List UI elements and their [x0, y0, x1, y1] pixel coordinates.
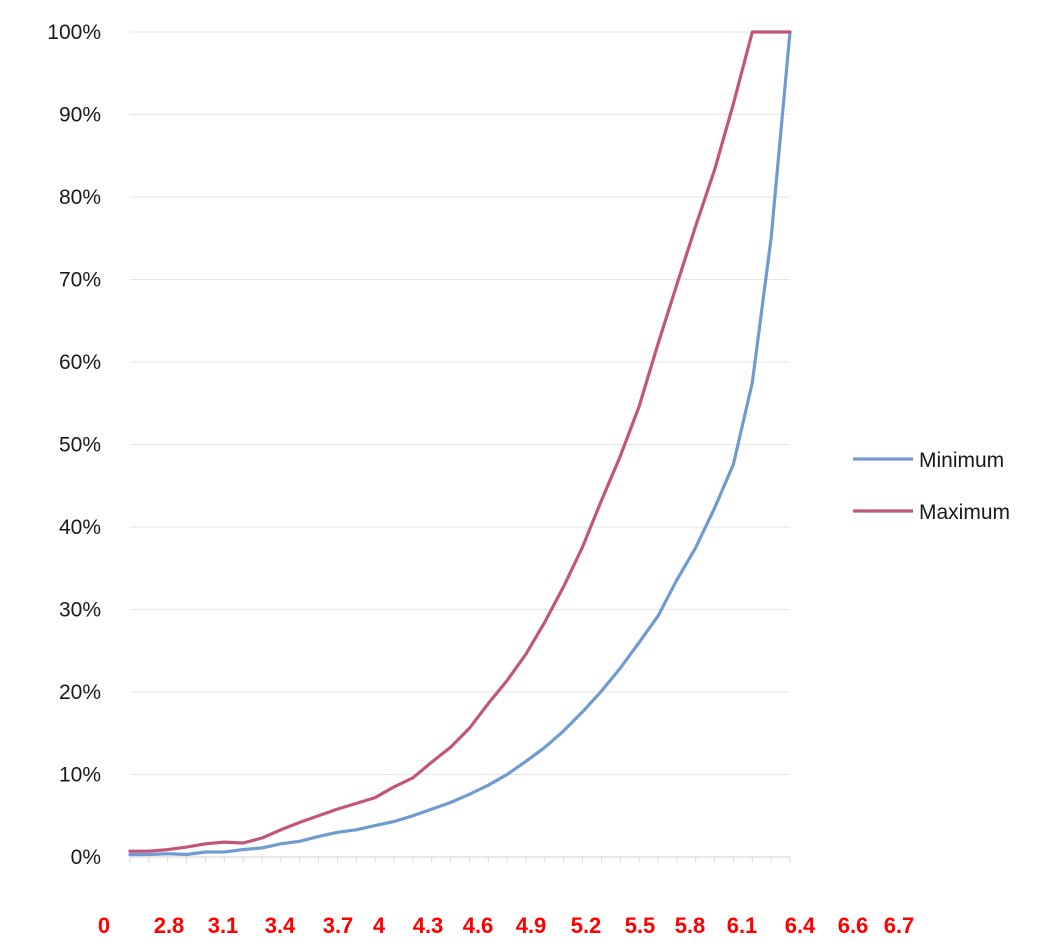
series-lines: [128, 30, 792, 857]
x-tick-label: 6.6: [838, 913, 869, 938]
x-tick-label: 3.4: [265, 913, 296, 938]
x-tick-label: 3.1: [208, 913, 239, 938]
legend-label-minimum: Minimum: [919, 449, 1004, 472]
x-tick-label: 4.3: [413, 913, 444, 938]
gridlines: [130, 31, 790, 858]
y-tick-label: 30%: [59, 599, 101, 622]
x-tick-label: 4.9: [516, 913, 547, 938]
y-tick-label: 40%: [59, 516, 101, 539]
legend: Minimum Maximum: [853, 449, 1010, 524]
x-tick-label: 0: [98, 913, 110, 938]
x-tick-label: 3.7: [323, 913, 354, 938]
y-tick-label: 90%: [59, 104, 101, 127]
x-tick-label: 2.8: [154, 913, 185, 938]
y-tick-label: 100%: [47, 21, 101, 44]
x-tick-label: 6.7: [884, 913, 915, 938]
x-tick-label: 5.2: [571, 913, 602, 938]
x-axis: [129, 856, 791, 863]
y-axis-ticks: 0% 10% 20% 30% 40% 50% 60% 70% 80% 90% 100%: [47, 21, 101, 869]
x-tick-label: 5.8: [675, 913, 706, 938]
y-tick-label: 50%: [59, 434, 101, 457]
legend-label-maximum: Maximum: [919, 501, 1010, 524]
y-tick-label: 80%: [59, 186, 101, 209]
y-tick-label: 70%: [59, 269, 101, 292]
x-tick-label: 4: [373, 913, 386, 938]
x-tick-label: 5.5: [625, 913, 656, 938]
y-tick-label: 10%: [59, 764, 101, 787]
y-tick-label: 20%: [59, 681, 101, 704]
y-tick-label: 60%: [59, 351, 101, 374]
series-line-maximum: [128, 30, 792, 853]
x-tick-label: 6.1: [727, 913, 758, 938]
x-tick-label: 4.6: [463, 913, 494, 938]
y-tick-label: 0%: [71, 846, 101, 869]
series-line-minimum: [128, 30, 792, 857]
x-axis-tick-labels: 0 2.8 3.1 3.4 3.7 4 4.3 4.6 4.9 5.2 5.5 5.8 6.1 6.4 6.…: [98, 913, 914, 938]
x-tick-label: 6.4: [785, 913, 816, 938]
